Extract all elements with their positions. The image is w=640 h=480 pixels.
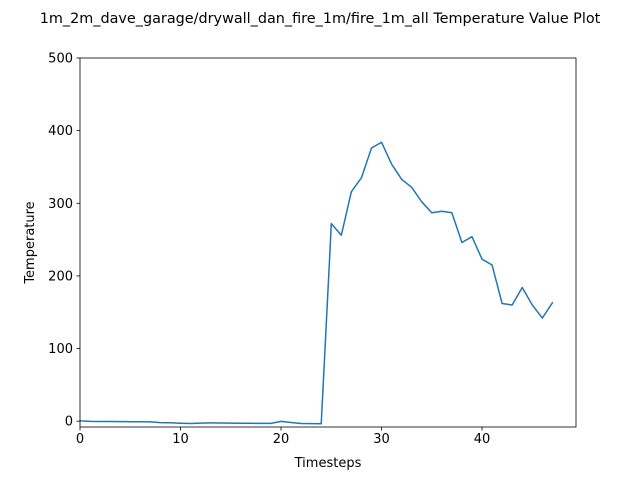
y-axis-label: Temperature (23, 201, 38, 284)
plot-frame (79, 57, 577, 428)
y-tick-label: 200 (48, 269, 73, 284)
x-tick-label: 20 (273, 432, 290, 447)
x-tick-label: 10 (172, 432, 189, 447)
x-tick-label: 30 (373, 432, 390, 447)
x-tick-label: 0 (76, 432, 84, 447)
series-line-0 (79, 141, 554, 425)
y-axis-ticks: 0 100 200 300 400 500 (48, 52, 80, 430)
x-axis-ticks: 0 10 20 30 40 (76, 427, 490, 447)
x-axis-label: Timesteps (294, 456, 362, 471)
series-layer (79, 141, 554, 425)
y-tick-label: 500 (48, 52, 73, 67)
y-tick-label: 100 (48, 342, 73, 357)
y-tick-label: 0 (65, 415, 73, 430)
y-tick-label: 300 (48, 197, 73, 212)
chart-title: 1m_2m_dave_garage/drywall_dan_fire_1m/fi… (40, 11, 601, 27)
y-tick-label: 400 (48, 124, 73, 139)
x-tick-label: 40 (474, 432, 491, 447)
